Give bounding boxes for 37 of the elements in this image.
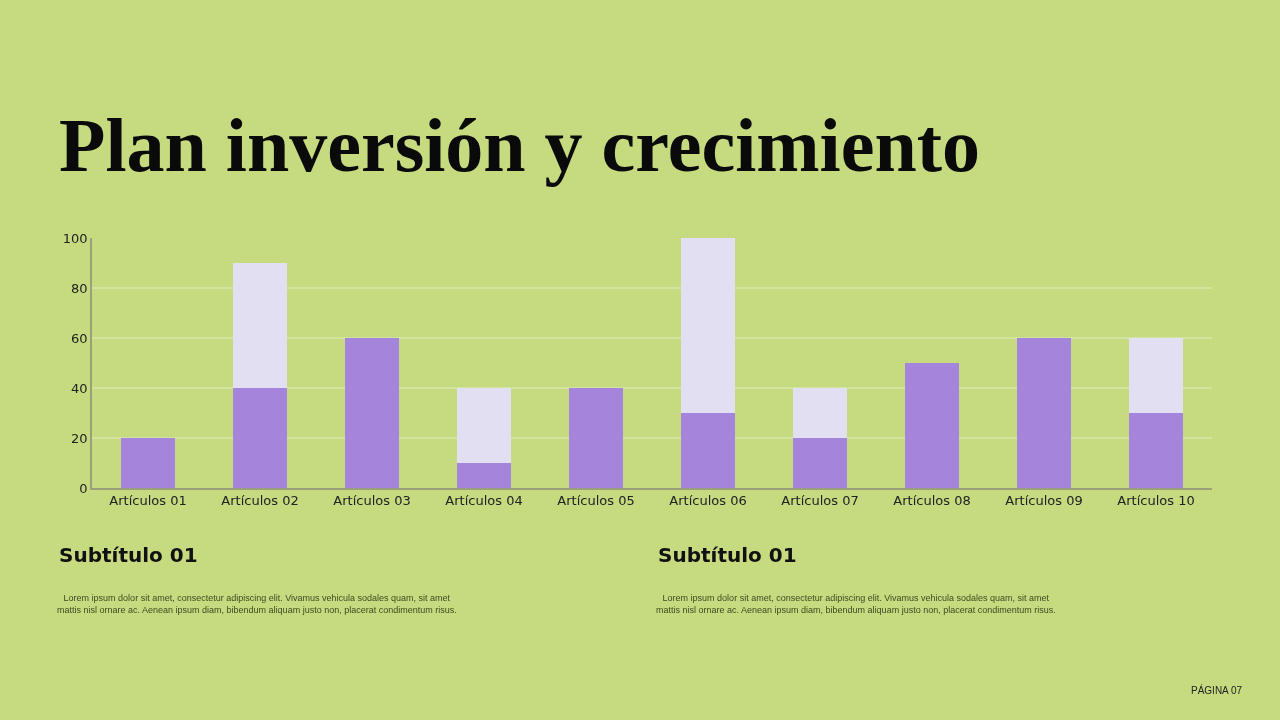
bar xyxy=(121,438,175,488)
y-tick-label: 60 xyxy=(71,330,88,346)
bar xyxy=(681,413,735,488)
x-tick-label: Artículos 08 xyxy=(893,493,971,509)
x-tick-label: Artículos 05 xyxy=(557,493,635,509)
x-tick-label: Artículos 10 xyxy=(1117,493,1195,509)
chart-title: Plan inversión y crecimiento xyxy=(59,103,981,187)
x-tick-label: Artículos 04 xyxy=(445,493,523,509)
bar xyxy=(905,363,959,488)
x-tick-label: Artículos 01 xyxy=(109,493,187,509)
text: Subtítulo 01 xyxy=(59,543,198,567)
bar xyxy=(681,238,735,413)
bar xyxy=(233,388,287,488)
x-tick-label: Artículos 07 xyxy=(781,493,859,509)
x-tick-label: Artículos 02 xyxy=(221,493,299,509)
bar xyxy=(1017,338,1071,488)
bar xyxy=(1129,338,1183,413)
y-tick-label: 40 xyxy=(71,380,88,396)
bar xyxy=(345,338,399,488)
y-tick-label: 100 xyxy=(62,230,88,246)
x-tick-label: Artículos 03 xyxy=(333,493,411,509)
text: Subtítulo 01 xyxy=(658,543,797,567)
bar xyxy=(793,438,847,488)
text: Lorem ipsum dolor sit amet, consectetur adipiscing elit. Vivamus vehicula sodales quam, sit amet mattis nisl ornare ac. Aenean ipsum diam, bibendum aliquam justo non, placerat condimentum risus. xyxy=(57,593,457,615)
x-tick-label: Artículos 09 xyxy=(1005,493,1083,509)
text: PÁGINA 07 xyxy=(1191,684,1243,696)
bar xyxy=(569,388,623,488)
bar xyxy=(457,463,511,488)
bar xyxy=(793,388,847,438)
bar xyxy=(233,263,287,388)
x-tick-label: Artículos 06 xyxy=(669,493,747,509)
bar xyxy=(1129,413,1183,488)
text: Lorem ipsum dolor sit amet, consectetur adipiscing elit. Vivamus vehicula sodales quam, sit amet mattis nisl ornare ac. Aenean ipsum diam, bibendum aliquam justo non, placerat condimentum risus. xyxy=(656,593,1056,615)
y-tick-label: 0 xyxy=(79,480,88,496)
bar xyxy=(457,388,511,463)
y-tick-label: 20 xyxy=(71,430,88,446)
y-tick-label: 80 xyxy=(71,280,88,296)
